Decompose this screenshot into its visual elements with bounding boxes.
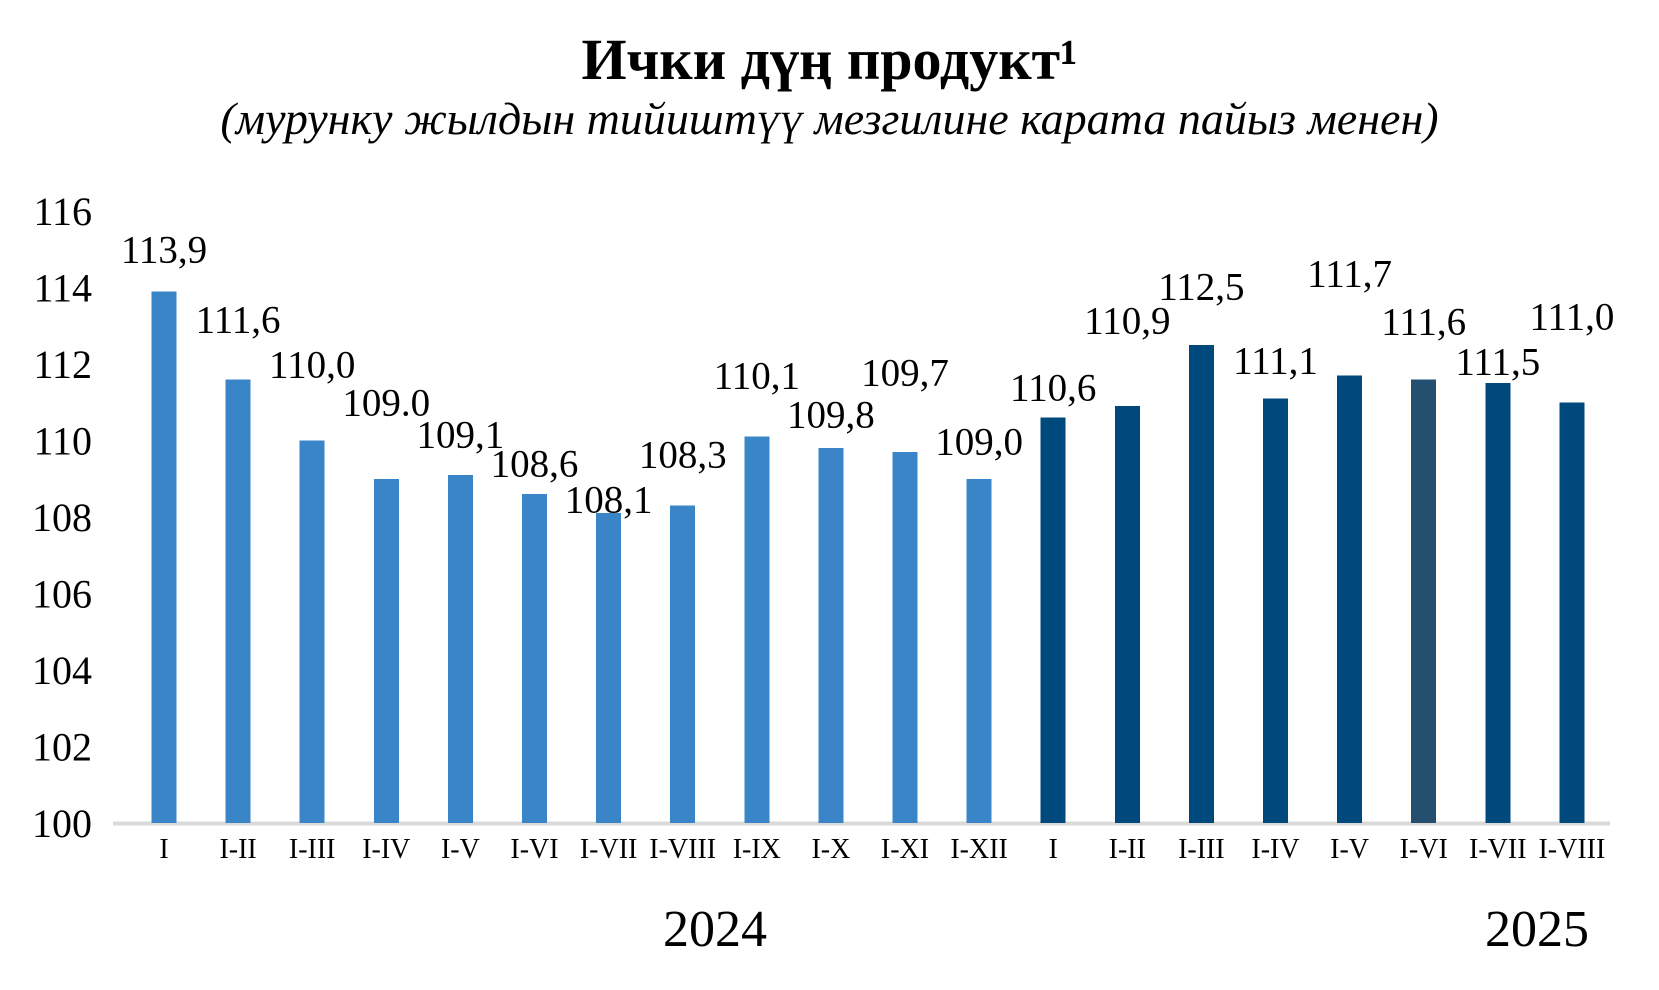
bar-2024-I-IX <box>744 436 770 823</box>
bar-2024-I-III <box>299 440 325 823</box>
x-axis-tick-label: I-V <box>441 834 480 865</box>
x-axis-tick-label: I-VI <box>1400 834 1448 865</box>
x-axis-tick-label: I-VI <box>510 834 558 865</box>
y-axis-tick-label: 108 <box>32 495 92 540</box>
x-axis-tick-label: I-III <box>289 834 336 865</box>
x-axis-tick-label: I-IV <box>1251 834 1299 865</box>
bar-2024-I-XI <box>892 451 918 823</box>
bar-value-label: 109,1 <box>417 413 505 456</box>
bar-2024-I-II <box>225 379 251 823</box>
bar-2025-I-VIII <box>1559 402 1585 823</box>
y-axis-tick-label: 114 <box>33 266 92 311</box>
bar-value-label: 111,5 <box>1455 340 1540 383</box>
bar-2024-I-XII <box>966 478 992 823</box>
x-axis-tick-label: I-III <box>1178 834 1225 865</box>
x-axis-tick-label: I-XI <box>881 834 929 865</box>
bar-2024-I-X <box>818 448 844 823</box>
bar-value-label: 110,6 <box>1010 366 1096 409</box>
bar-2024-I-V <box>447 474 473 823</box>
bar-2024-I-VIII <box>670 505 696 823</box>
y-axis-tick-label: 116 <box>33 189 92 234</box>
year-label-2025: 2025 <box>1485 901 1589 958</box>
bar-value-label: 109,0 <box>935 420 1023 463</box>
bar-value-label: 112,5 <box>1158 265 1244 308</box>
bar-2025-I-V <box>1337 375 1363 823</box>
bar-2025-I-II <box>1114 406 1140 823</box>
x-axis-tick-label: I <box>1049 834 1058 865</box>
bar-2025-I-IV <box>1263 398 1288 823</box>
x-axis-tick-label: I-X <box>811 834 850 865</box>
x-axis-tick-label: I-XII <box>950 834 1008 865</box>
x-axis-tick-label: I-IX <box>733 834 781 865</box>
bar-value-label: 109,7 <box>861 351 949 394</box>
year-label-2024: 2024 <box>663 901 767 958</box>
y-axis-tick-label: 100 <box>32 801 92 846</box>
bar-value-label: 109.0 <box>342 381 430 424</box>
bar-2025-I <box>1040 417 1066 823</box>
y-axis-tick-label: 112 <box>33 342 92 387</box>
chart-title: Ички дүң продукт¹ <box>581 27 1078 92</box>
bar-2025-I-VI <box>1411 379 1437 823</box>
x-axis-tick-label: I-IV <box>362 834 410 865</box>
y-axis-tick-label: 106 <box>32 572 92 617</box>
bar-value-label: 113,9 <box>121 228 207 271</box>
bar-2024-I <box>151 291 177 823</box>
x-axis-tick-label: I-VII <box>580 834 638 865</box>
x-axis-tick-label: I-V <box>1330 834 1369 865</box>
bar-value-label: 111,1 <box>1233 339 1318 382</box>
y-axis-tick-label: 102 <box>32 725 92 770</box>
bar-value-label: 108,6 <box>491 442 579 485</box>
x-axis-tick-label: I-VII <box>1469 834 1527 865</box>
x-axis-line <box>113 821 1610 826</box>
chart-subtitle: (мурунку жылдын тийиштүү мезгилине карат… <box>220 93 1439 144</box>
y-axis-tick-label: 104 <box>32 648 92 693</box>
bar-value-label: 110,9 <box>1084 299 1170 342</box>
bar-2025-I-VII <box>1485 383 1511 823</box>
x-axis-tick-label: I-II <box>219 834 256 865</box>
bar-2024-I-VII <box>596 513 622 823</box>
x-axis-tick-label: I <box>159 834 168 865</box>
bar-value-label: 111,0 <box>1529 295 1614 338</box>
bar-2025-I-III <box>1188 344 1214 823</box>
x-axis-tick-label: I-VIII <box>1538 834 1605 865</box>
bar-value-label: 111,6 <box>1381 300 1466 343</box>
bar-2024-I-IV <box>373 478 399 823</box>
bar-value-label: 111,6 <box>196 298 281 341</box>
bar-value-label: 111,7 <box>1307 252 1392 295</box>
bar-value-label: 110,1 <box>714 354 800 397</box>
y-axis-tick-label: 110 <box>33 419 92 464</box>
x-axis-tick-label: I-II <box>1109 834 1146 865</box>
bar-value-label: 108,1 <box>565 478 653 521</box>
x-axis-tick-label: I-VIII <box>649 834 716 865</box>
bar-value-label: 109,8 <box>787 393 875 436</box>
bar-value-label: 110,0 <box>269 343 355 386</box>
bar-value-label: 108,3 <box>639 433 727 476</box>
bar-2024-I-VI <box>522 494 547 823</box>
